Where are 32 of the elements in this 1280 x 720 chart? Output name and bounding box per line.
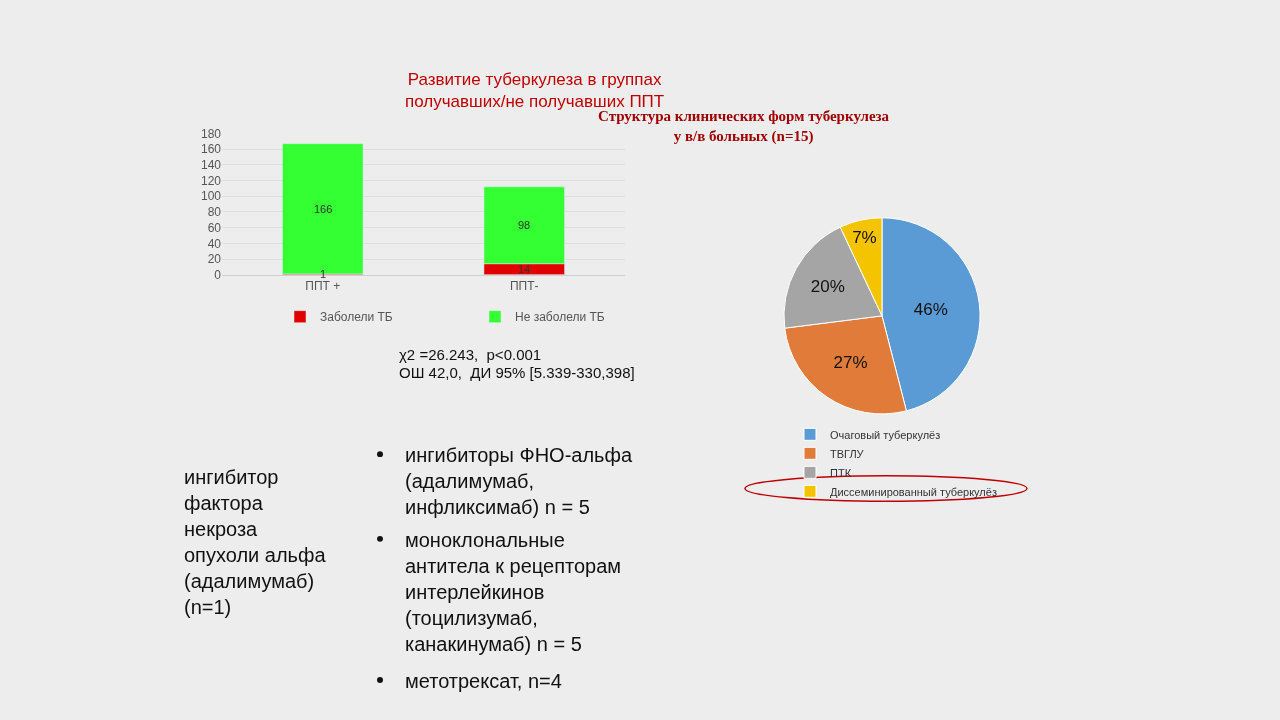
x-tick-label: ППТ-	[509, 279, 539, 294]
legend-label: Заболели ТБ	[320, 310, 393, 325]
y-tick-label: 0	[214, 267, 222, 282]
data-label: 166	[314, 203, 333, 215]
legend-label: ПТК	[830, 466, 852, 479]
x-tick-label: ППТ +	[305, 279, 341, 294]
text: ингибиторы ФНО-альфа (адалимумаб, инфликсимаб) n = 5	[405, 444, 633, 518]
data-label: 1	[320, 268, 327, 280]
text: ОШ 42,0, ДИ 95% [5.339-330,398]	[399, 364, 635, 381]
text: ингибитор фактора некроза опухоли альфа (адалимумаб) (n=1)	[184, 466, 327, 618]
y-tick-label: 20	[207, 252, 222, 267]
legend-label: Очаговый туберкулёз	[830, 428, 941, 441]
legend-label: Диссеминированный туберкулёз	[830, 485, 997, 498]
text: метотрексат, n=4	[405, 670, 562, 692]
data-label: 14	[518, 263, 531, 275]
y-tick-label: 180	[200, 126, 222, 141]
data-label: 20%	[810, 276, 845, 296]
legend-label: Не заболели ТБ	[515, 310, 605, 325]
text: моноклональные антитела к рецепторам интерлейкинов (тоцилизумаб, канакинумаб) n = 5	[405, 529, 622, 655]
data-label: 98	[518, 219, 531, 231]
y-tick-label: 80	[207, 205, 222, 220]
y-tick-label: 40	[207, 236, 222, 251]
y-tick-label: 100	[200, 189, 222, 204]
y-tick-label: 160	[200, 142, 222, 157]
data-label: 46%	[913, 300, 948, 320]
legend-label: ТВГЛУ	[830, 447, 865, 460]
data-label: 7%	[852, 227, 877, 247]
y-tick-label: 140	[200, 158, 222, 173]
y-tick-label: 120	[200, 173, 222, 188]
y-tick-label: 60	[207, 220, 222, 235]
text: χ2 =26.243, p<0.001	[399, 346, 542, 363]
data-label: 27%	[833, 352, 868, 372]
